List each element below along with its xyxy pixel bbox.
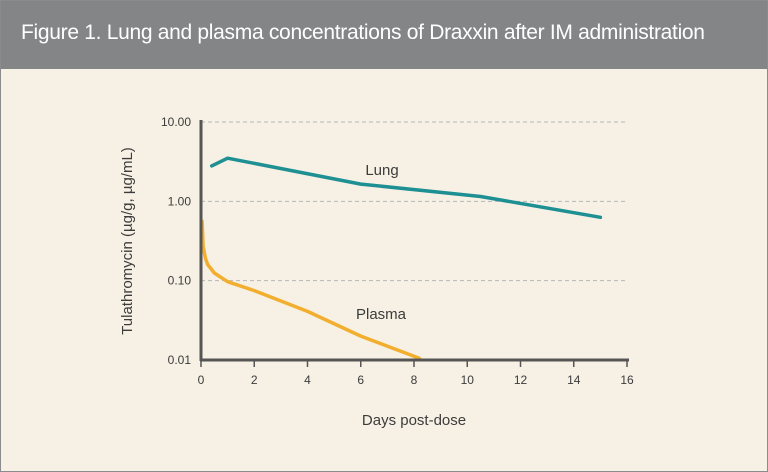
figure-title: Figure 1. Lung and plasma concentrations… [21,21,705,44]
axes [199,120,629,362]
y-tick-label: 1.00 [168,194,192,208]
series-line-plasma [200,219,422,361]
series-line-lung [209,156,603,220]
y-tick-label: 10.00 [161,115,191,129]
series-label-group: Lung Plasma [356,162,407,323]
series-label-plasma: Plasma [356,306,407,323]
x-tick-group: 0 2 4 6 8 10 12 14 16 [198,360,634,387]
x-tick-label: 10 [461,373,475,387]
grid-lines [201,121,627,282]
x-tick-label: 16 [620,373,634,387]
x-tick-label: 14 [567,373,581,387]
x-axis-label: Days post-dose [362,412,466,429]
y-tick-group: 10.00 1.00 0.10 0.01 [161,115,191,367]
x-tick-label: 4 [304,373,311,387]
y-tick-label: 0.10 [168,274,192,288]
series-label-lung: Lung [365,162,398,179]
x-tick-label: 6 [357,373,364,387]
x-tick-label: 8 [411,373,418,387]
y-tick-label: 0.01 [168,353,192,367]
series-layer [200,156,603,361]
x-tick-label: 2 [251,373,258,387]
y-axis-label: Tulathromycin (µg/g, µg/mL) [119,147,136,335]
x-tick-label: 0 [198,373,205,387]
figure-header: Figure 1. Lung and plasma concentrations… [1,1,767,69]
x-tick-label: 12 [514,373,528,387]
